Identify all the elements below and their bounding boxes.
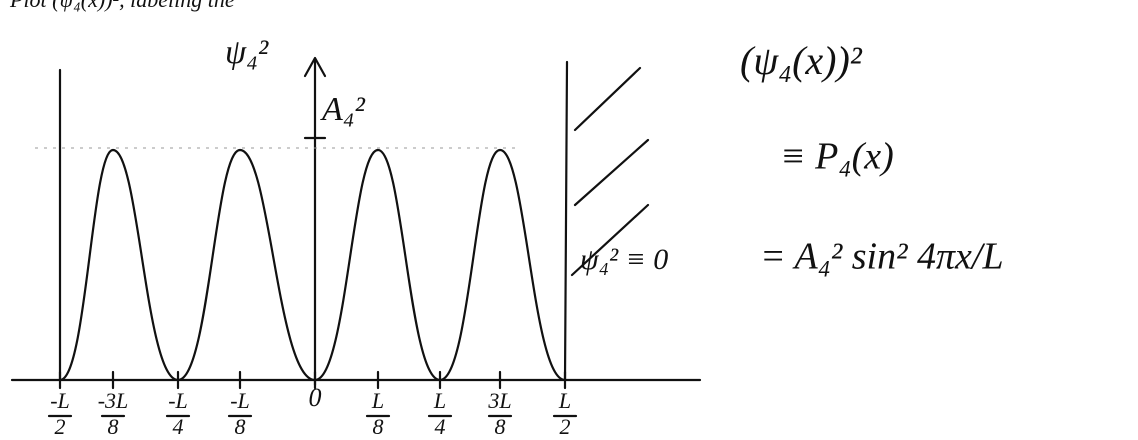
tick-denominator: 8 xyxy=(495,414,506,439)
equation: ≡ P₄(x) xyxy=(780,136,894,178)
tick-numerator: -3L xyxy=(98,388,129,413)
tick-denominator: 4 xyxy=(435,414,446,439)
tick-numerator: 3L xyxy=(487,388,511,413)
tick-denominator: 8 xyxy=(108,414,119,439)
equation: (ψ₄(x))² xyxy=(740,38,863,83)
header-text: Plot (ψ₄(x))², labeling the xyxy=(9,0,235,12)
tick-numerator: -L xyxy=(168,388,188,413)
tick-numerator: L xyxy=(433,388,446,413)
tick-denominator: 2 xyxy=(560,414,571,439)
tick-numerator: L xyxy=(558,388,571,413)
y-axis-label: ψ₄² xyxy=(225,34,269,71)
probability-curve xyxy=(60,150,565,380)
right-wall xyxy=(565,62,567,380)
page: Plot (ψ₄(x))², labeling the -L2-3L8-L4-L… xyxy=(0,0,1138,440)
zero-region-label: ψ₄² ≡ 0 xyxy=(580,243,668,276)
tick-numerator: L xyxy=(371,388,384,413)
tick-denominator: 8 xyxy=(235,414,246,439)
peak-label: A₄² xyxy=(320,91,366,128)
hatch xyxy=(575,68,640,130)
tick-denominator: 8 xyxy=(373,414,384,439)
equation: = A₄² sin² 4πx/L xyxy=(760,236,1004,278)
tick-denominator: 2 xyxy=(55,414,66,439)
tick-numerator: -L xyxy=(50,388,70,413)
hatch xyxy=(575,140,648,205)
tick-numerator: -L xyxy=(230,388,250,413)
tick-denominator: 4 xyxy=(173,414,184,439)
tick-label: 0 xyxy=(309,383,322,412)
